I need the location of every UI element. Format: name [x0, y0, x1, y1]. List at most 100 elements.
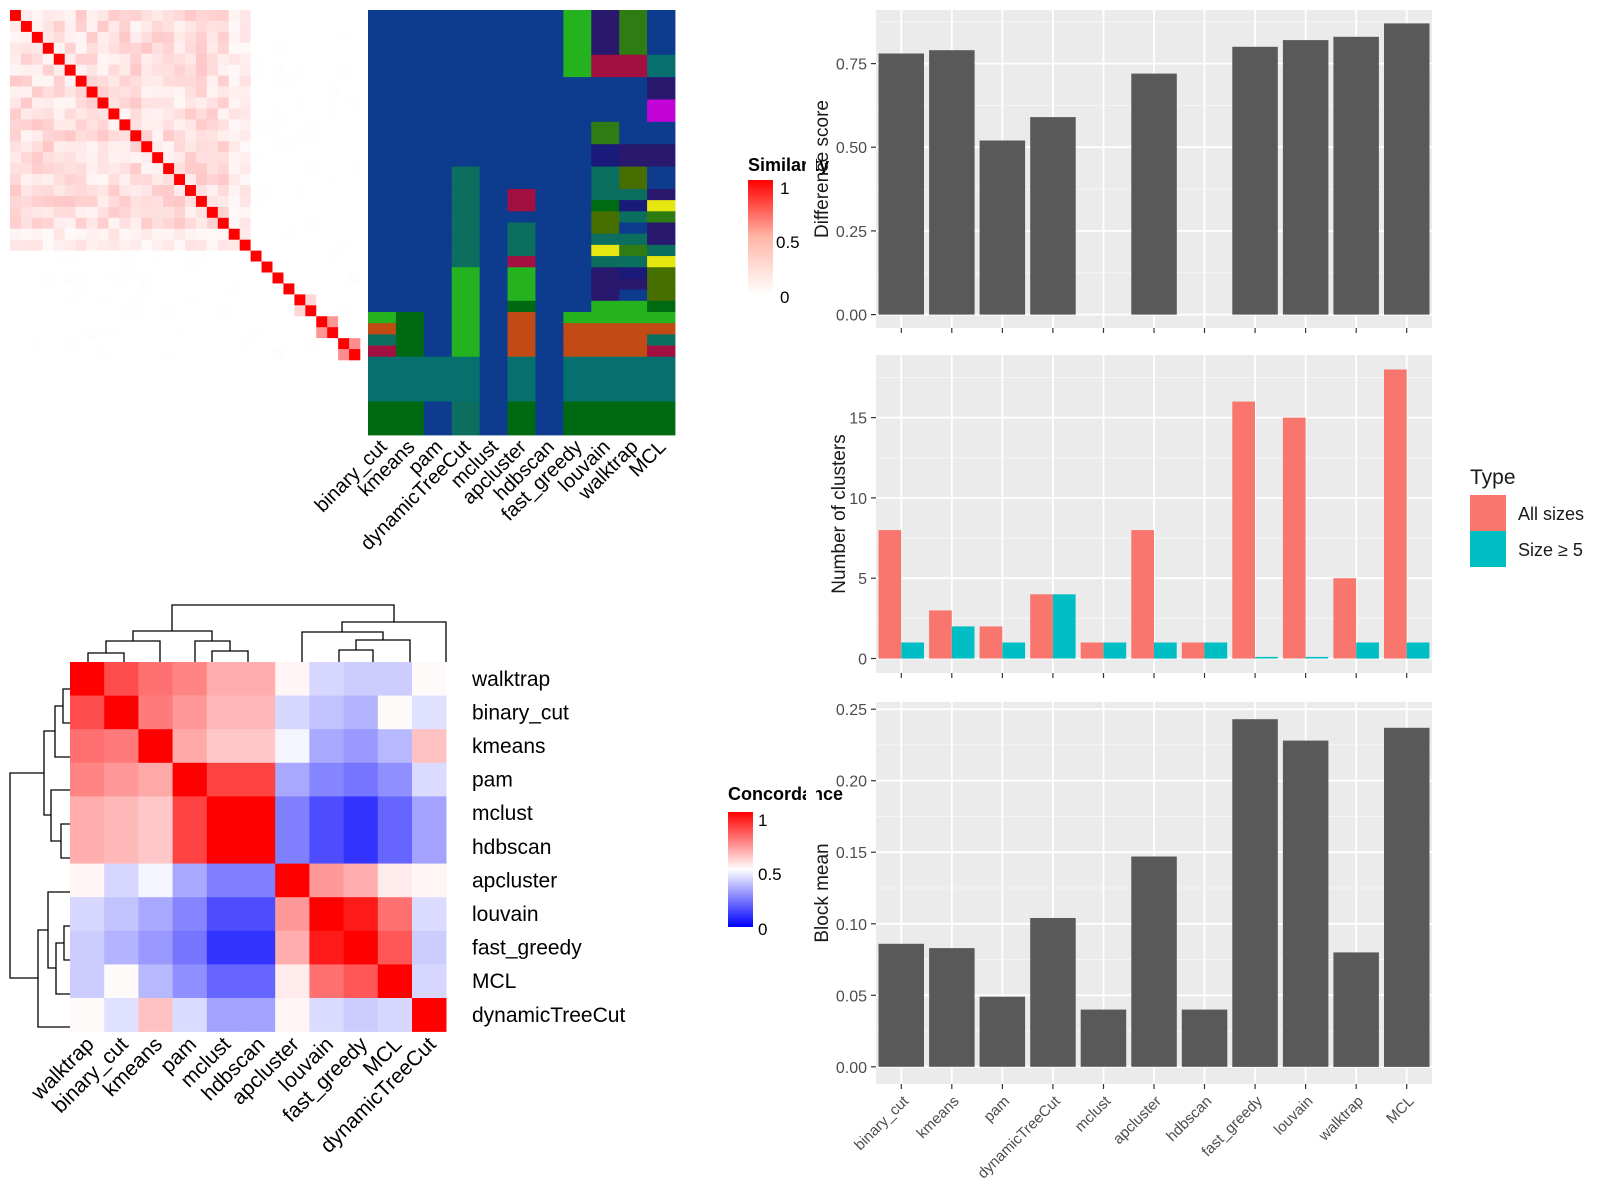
similarity-cell: [228, 86, 240, 98]
similarity-cell: [86, 174, 98, 186]
similarity-cell: [228, 174, 240, 186]
similarity-cell: [327, 349, 339, 361]
concordance-cell: [206, 729, 242, 764]
membership-cell: [368, 144, 397, 167]
similarity-cell: [261, 108, 273, 120]
similarity-cell: [283, 119, 295, 131]
similarity-cell: [31, 239, 44, 251]
similarity-cell: [141, 64, 153, 76]
similarity-cell: [20, 272, 33, 284]
similarity-cell: [97, 185, 109, 197]
y-tick-label: 0.50: [836, 140, 867, 157]
similarity-cell: [217, 108, 230, 120]
similarity-cell: [108, 75, 120, 87]
membership-cell: [619, 334, 648, 346]
similarity-cell: [349, 97, 361, 109]
similarity-cell: [64, 42, 76, 55]
similarity-cell: [217, 261, 230, 273]
similarity-cell: [261, 239, 273, 251]
similarity-cell: [108, 141, 120, 153]
concordance-cell: [241, 930, 276, 965]
similarity-cell: [195, 10, 208, 22]
concordance-cell: [104, 695, 139, 730]
membership-cell: [647, 256, 676, 268]
concordance-cell: [309, 662, 344, 696]
membership-cell: [479, 77, 508, 100]
concordance-cell: [275, 863, 310, 898]
similarity-cell: [31, 108, 44, 120]
similarity-cell: [31, 305, 44, 317]
similarity-cell: [64, 195, 76, 208]
similarity-cell: [75, 75, 87, 87]
membership-cell: [395, 10, 425, 56]
membership-cell: [507, 222, 536, 235]
similarity-cell: [305, 316, 317, 328]
similarity-cell: [185, 283, 197, 295]
similarity-cell: [206, 31, 219, 44]
similarity-cell: [272, 75, 284, 87]
similarity-cell: [64, 261, 76, 273]
similarity-cell: [163, 152, 175, 164]
similarity-cell: [327, 31, 339, 44]
concordance-cell: [377, 695, 413, 730]
similarity-cell: [327, 64, 339, 76]
similarity-cell: [42, 228, 55, 240]
similarity-cell: [261, 261, 273, 273]
similarity-cell: [338, 338, 350, 350]
membership-cell: [535, 334, 564, 346]
similarity-cell: [239, 206, 251, 219]
membership-cell: [507, 10, 536, 56]
membership-cell: [395, 300, 425, 313]
similarity-cell: [108, 327, 120, 339]
concordance-cell: [309, 964, 344, 999]
membership-cell: [619, 300, 648, 313]
similarity-cell: [174, 250, 186, 262]
similarity-cell: [42, 338, 55, 350]
similarity-cell: [130, 119, 142, 131]
similarity-cell: [272, 250, 284, 262]
similarity-cell: [294, 283, 306, 295]
similarity-cell: [97, 31, 109, 44]
similarity-cell: [294, 228, 306, 240]
bar: [979, 996, 1026, 1067]
similarity-cell: [195, 261, 208, 273]
membership-cell: [395, 77, 425, 100]
similarity-cell: [195, 86, 208, 98]
similarity-cell: [195, 305, 208, 317]
similarity-cell: [130, 349, 142, 361]
bar: [1181, 1009, 1228, 1067]
membership-cell: [507, 356, 536, 402]
similarity-cell: [86, 250, 98, 262]
similarity-cell: [53, 217, 65, 230]
similarity-cell: [217, 42, 230, 55]
concordance-cell: [241, 897, 276, 932]
concordance-cell: [309, 830, 344, 864]
similarity-cell: [174, 119, 186, 131]
similarity-cell: [75, 239, 87, 251]
similarity-cell: [163, 261, 175, 273]
similarity-cell: [349, 239, 361, 251]
similarity-cell: [327, 283, 339, 295]
similarity-cell: [239, 163, 251, 175]
similarity-cell: [239, 305, 251, 317]
similarity-cell: [206, 338, 219, 350]
similarity-cell: [64, 97, 76, 109]
legend-label-size-5: Size ≥ 5: [1518, 540, 1583, 560]
concordance-cell: [138, 964, 173, 999]
concordance-cell: [377, 796, 413, 831]
y-tick-label: 0.10: [836, 917, 867, 934]
similarity-cell: [305, 31, 317, 44]
similarity-cell: [108, 119, 120, 131]
similarity-cell: [86, 10, 98, 22]
membership-cell: [368, 121, 397, 145]
similarity-cell: [42, 97, 55, 109]
similarity-cell: [206, 53, 219, 65]
membership-cell: [535, 200, 564, 212]
membership-cell: [619, 10, 648, 56]
similarity-cell: [152, 119, 164, 131]
similarity-cell: [152, 141, 164, 153]
bar: [929, 948, 975, 1067]
similarity-cell: [130, 217, 142, 230]
similarity-cell: [283, 42, 295, 55]
bar: [1333, 578, 1357, 659]
